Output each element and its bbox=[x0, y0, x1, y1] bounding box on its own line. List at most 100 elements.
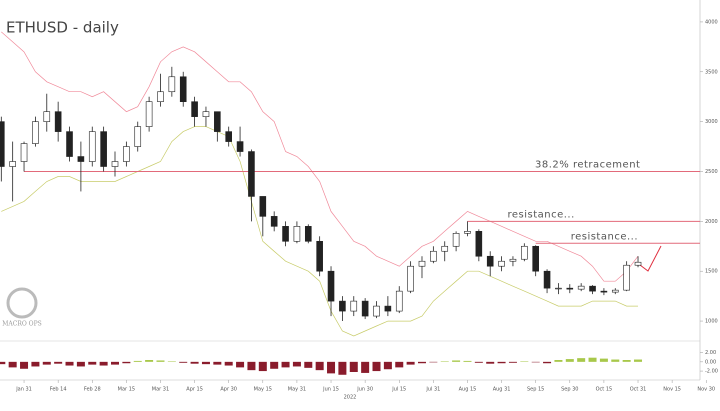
candle-body bbox=[441, 245, 449, 252]
osc-bar bbox=[65, 361, 74, 366]
candle-body bbox=[316, 240, 323, 272]
x-tick-label: Oct 31 bbox=[630, 387, 647, 393]
osc-bar bbox=[270, 361, 279, 369]
candle-body bbox=[532, 245, 539, 272]
osc-bar bbox=[179, 361, 188, 363]
x-tick-label: Aug 31 bbox=[493, 387, 511, 393]
osc-bar bbox=[531, 361, 540, 363]
x-tick-label: Apr 30 bbox=[220, 387, 237, 393]
osc-bar bbox=[258, 361, 267, 372]
candle-body bbox=[111, 161, 119, 167]
osc-bar bbox=[201, 361, 210, 365]
x-tick-label: May 31 bbox=[288, 387, 306, 393]
logo-ring bbox=[6, 287, 38, 319]
candle-body bbox=[54, 111, 62, 132]
candle-body bbox=[486, 255, 494, 267]
candle-body bbox=[452, 233, 460, 247]
candle-body bbox=[600, 290, 608, 293]
candle-body bbox=[282, 226, 289, 242]
candle-body bbox=[32, 121, 39, 144]
candle-body bbox=[145, 101, 153, 127]
candle-body bbox=[339, 300, 346, 312]
osc-bar bbox=[224, 361, 233, 366]
candle-body bbox=[214, 111, 221, 132]
candle-body bbox=[395, 290, 403, 312]
x-tick-label: Sep 15 bbox=[527, 387, 544, 393]
y-tick-label: 3000 bbox=[705, 119, 718, 125]
osc-bar bbox=[634, 359, 643, 362]
osc-bar bbox=[372, 361, 381, 372]
candle-body bbox=[236, 141, 244, 152]
candle-body bbox=[350, 300, 358, 312]
osc-bar bbox=[145, 360, 154, 362]
y-tick-label: 4000 bbox=[705, 19, 718, 25]
osc-bar bbox=[327, 361, 336, 374]
candle-body bbox=[384, 305, 392, 312]
candle-body bbox=[293, 226, 301, 242]
osc-bar bbox=[417, 361, 426, 364]
osc-bar bbox=[588, 357, 597, 362]
osc-bar bbox=[167, 361, 176, 362]
osc-bar bbox=[236, 361, 245, 368]
osc-bar bbox=[349, 361, 358, 372]
osc-bar bbox=[281, 361, 290, 368]
candle-body bbox=[521, 245, 528, 260]
x-tick-label: Oct 15 bbox=[596, 387, 613, 393]
osc-bar bbox=[42, 361, 51, 365]
chart-title: ETHUSD - daily bbox=[6, 19, 119, 37]
osc-bar bbox=[383, 361, 392, 370]
x-tick-label: Sep 30 bbox=[561, 387, 578, 393]
x-tick-label: Mar 15 bbox=[118, 387, 135, 393]
osc-bar bbox=[88, 361, 97, 365]
y-tick-label: 2000 bbox=[705, 219, 718, 225]
candle-body bbox=[509, 258, 517, 262]
candle-body bbox=[589, 285, 596, 292]
candle-body bbox=[270, 216, 278, 227]
candle-body bbox=[430, 250, 437, 262]
candle-body bbox=[464, 231, 471, 234]
candle-body bbox=[88, 131, 96, 162]
level-label: resistance... bbox=[571, 231, 638, 242]
x-tick-label: Aug 15 bbox=[459, 387, 477, 393]
candle-body bbox=[361, 300, 369, 317]
year-label: 2022 bbox=[344, 395, 357, 401]
osc-bar bbox=[486, 361, 495, 364]
x-tick-label: Jul 15 bbox=[391, 387, 406, 393]
osc-bar bbox=[508, 361, 517, 363]
osc-bar bbox=[497, 361, 506, 364]
candle-body bbox=[123, 146, 130, 162]
candle-body bbox=[577, 285, 585, 290]
x-tick-label: Nov 15 bbox=[663, 387, 681, 393]
upper-band bbox=[1, 31, 639, 282]
osc-bar bbox=[577, 358, 586, 362]
candle-body bbox=[179, 76, 187, 103]
candle-body bbox=[168, 76, 176, 93]
osc-bar bbox=[190, 361, 199, 364]
osc-bar bbox=[20, 361, 29, 369]
x-tick-label: Jun 15 bbox=[322, 387, 339, 393]
x-tick-label: Jan 31 bbox=[15, 387, 32, 393]
candle-body bbox=[100, 131, 107, 167]
candle-body bbox=[543, 270, 551, 289]
osc-bar bbox=[247, 361, 256, 371]
candle-body bbox=[191, 101, 198, 117]
osc-bar bbox=[406, 361, 415, 365]
osc-bar bbox=[133, 360, 142, 362]
candle-body bbox=[623, 264, 630, 291]
y-tick-label: 1500 bbox=[705, 269, 718, 275]
x-tick-label: Feb 14 bbox=[50, 387, 67, 393]
candle-body bbox=[498, 260, 505, 267]
osc-bar bbox=[440, 361, 449, 362]
candle-body bbox=[611, 289, 619, 293]
osc-bar bbox=[622, 360, 631, 362]
osc-bar bbox=[554, 360, 563, 362]
osc-bar bbox=[304, 361, 313, 368]
osc-bar bbox=[463, 360, 472, 362]
osc-bar bbox=[0, 361, 6, 365]
osc-bar bbox=[543, 361, 552, 364]
candle-body bbox=[475, 231, 483, 257]
candle-body bbox=[134, 126, 142, 147]
candle-body bbox=[202, 111, 210, 117]
